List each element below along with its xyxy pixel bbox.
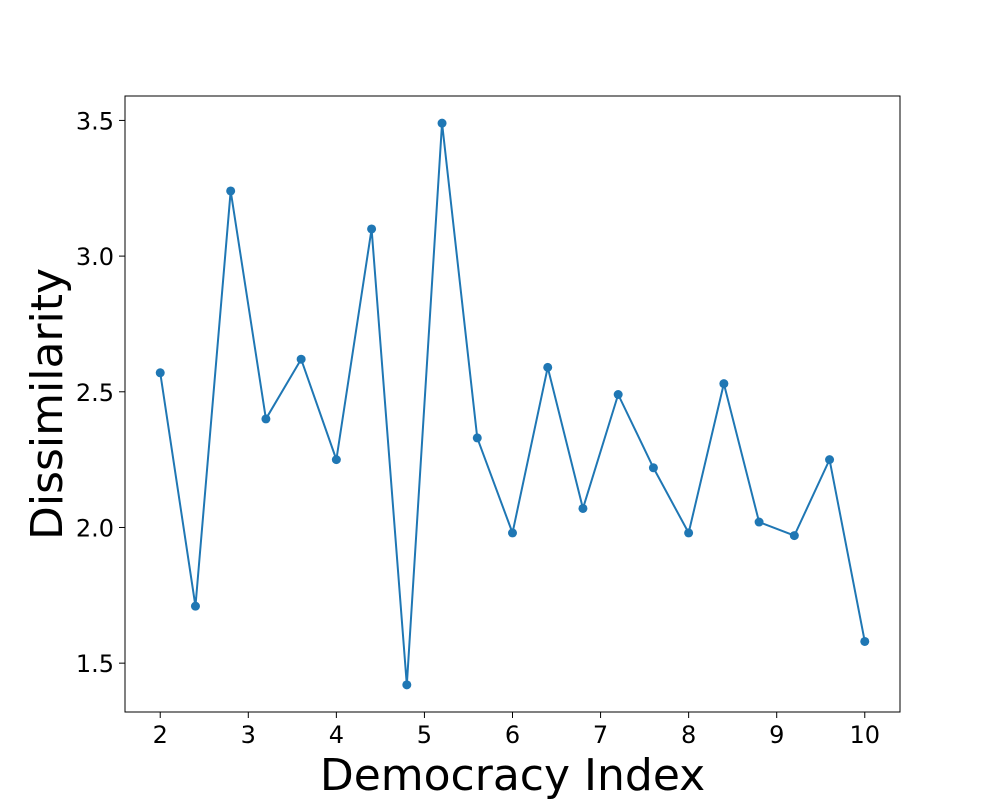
x-tick-label: 7 xyxy=(593,721,608,749)
data-point xyxy=(684,528,694,538)
data-point xyxy=(613,390,623,399)
x-tick-label: 4 xyxy=(329,721,344,749)
x-tick-label: 10 xyxy=(849,721,880,749)
data-point xyxy=(367,224,377,234)
data-point xyxy=(190,601,200,611)
y-tick-label: 3.0 xyxy=(76,243,114,271)
data-point xyxy=(437,118,447,128)
y-tick-label: 2.0 xyxy=(76,514,114,542)
data-point xyxy=(754,517,764,527)
x-tick-label: 5 xyxy=(417,721,432,749)
x-tick-label: 2 xyxy=(153,721,168,749)
x-tick-label: 9 xyxy=(769,721,784,749)
data-point xyxy=(648,463,658,473)
data-point xyxy=(472,433,482,443)
data-point xyxy=(296,354,306,364)
y-tick-label: 3.5 xyxy=(76,107,114,135)
plot-layer xyxy=(155,118,870,690)
data-point xyxy=(719,379,729,389)
x-tick-label: 8 xyxy=(681,721,696,749)
y-axis-title: Dissimilarity xyxy=(22,268,73,540)
data-point xyxy=(402,680,412,690)
x-tick-label: 6 xyxy=(505,721,520,749)
y-tick-label: 1.5 xyxy=(76,650,114,678)
data-point xyxy=(543,362,553,372)
x-axis-title: Democracy Index xyxy=(320,750,705,800)
y-tick-label: 2.5 xyxy=(76,379,114,407)
data-point xyxy=(331,455,341,465)
data-point xyxy=(860,636,870,646)
data-point xyxy=(789,531,799,541)
data-point xyxy=(226,186,236,196)
data-point xyxy=(825,455,835,465)
axes-layer: 2 3 4 5 6 7 8 9 10 1.5 2.0 2.5 3.0 3.5 xyxy=(76,95,901,749)
data-point xyxy=(508,528,517,538)
data-point xyxy=(261,414,271,424)
x-tick-label: 3 xyxy=(241,721,256,749)
data-point xyxy=(578,503,588,513)
data-point xyxy=(155,368,165,378)
